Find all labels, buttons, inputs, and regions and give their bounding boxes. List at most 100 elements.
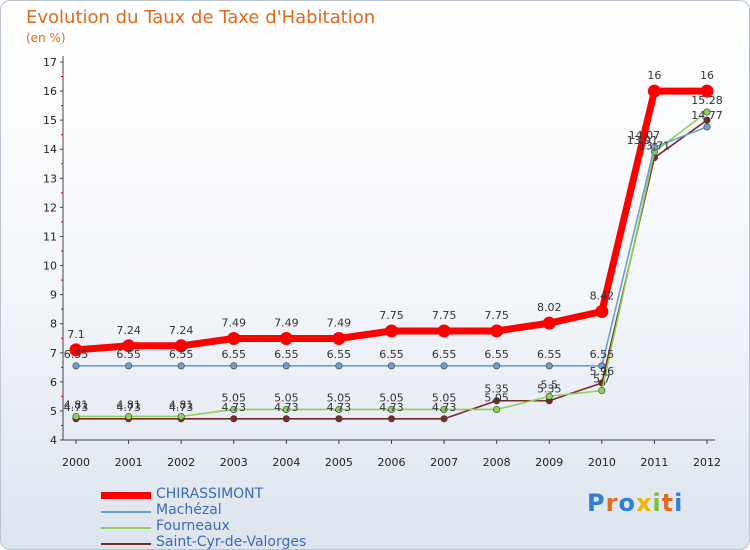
data-label: 5.05 bbox=[432, 391, 457, 404]
y-tick-label: 11 bbox=[43, 230, 57, 243]
data-label: 5.05 bbox=[379, 391, 404, 404]
y-tick-label: 16 bbox=[43, 85, 57, 98]
data-point bbox=[440, 405, 448, 413]
x-tick-label: 2005 bbox=[325, 456, 353, 469]
data-label: 4.73 bbox=[64, 401, 89, 414]
data-label: 7.49 bbox=[222, 317, 247, 330]
data-point bbox=[282, 405, 290, 413]
data-label: 6.55 bbox=[590, 348, 615, 361]
y-tick-label: 9 bbox=[50, 289, 57, 302]
data-point bbox=[440, 415, 448, 423]
data-point bbox=[703, 123, 711, 131]
x-tick-label: 2006 bbox=[378, 456, 406, 469]
y-tick-label: 6 bbox=[50, 376, 57, 389]
data-point bbox=[493, 397, 501, 405]
data-point bbox=[335, 415, 343, 423]
data-point bbox=[440, 362, 448, 370]
x-tick-label: 2002 bbox=[167, 456, 195, 469]
data-point bbox=[230, 405, 238, 413]
line-chart: 4 5 6 7 8 9 10 11 12 13 14 15 16 17 2000 2001 2002 2003 20… bbox=[43, 56, 723, 469]
logo-letter: o bbox=[618, 489, 636, 517]
chart-subtitle: (en %) bbox=[26, 31, 66, 45]
data-label: 6.55 bbox=[432, 348, 457, 361]
data-label: 5.7 bbox=[593, 373, 611, 386]
x-tick-label: 2008 bbox=[483, 456, 511, 469]
data-label: 6.55 bbox=[327, 348, 352, 361]
data-label: 4.73 bbox=[116, 401, 141, 414]
data-point bbox=[282, 415, 290, 423]
data-label: 4.73 bbox=[274, 401, 299, 414]
data-label: 15.28 bbox=[691, 94, 723, 107]
legend-swatch bbox=[101, 492, 151, 499]
data-label: 7.75 bbox=[379, 309, 404, 322]
data-label: 4.73 bbox=[222, 401, 247, 414]
data-label: 7.75 bbox=[432, 309, 457, 322]
data-label: 6.55 bbox=[169, 348, 194, 361]
data-point bbox=[227, 332, 241, 346]
logo-letter: i bbox=[674, 489, 684, 517]
data-point bbox=[703, 108, 711, 116]
data-point bbox=[493, 362, 501, 370]
y-tick-label: 4 bbox=[50, 434, 57, 447]
data-point bbox=[387, 405, 395, 413]
logo-letter: t bbox=[661, 489, 675, 517]
data-point bbox=[69, 343, 83, 357]
data-point bbox=[493, 405, 501, 413]
x-tick-label: 2000 bbox=[62, 456, 90, 469]
data-label: 4.81 bbox=[116, 398, 141, 411]
series-layer bbox=[69, 84, 714, 423]
data-label: 6.55 bbox=[64, 348, 89, 361]
data-point bbox=[598, 362, 606, 370]
y-tick-label: 15 bbox=[43, 114, 57, 127]
data-label: 6.55 bbox=[537, 348, 562, 361]
y-tick-label: 7 bbox=[50, 347, 57, 360]
data-label: 5.35 bbox=[484, 383, 509, 396]
data-label: 13.91 bbox=[627, 134, 659, 147]
data-point bbox=[650, 143, 658, 151]
data-label: 7.49 bbox=[274, 317, 299, 330]
data-label: 7.49 bbox=[327, 317, 352, 330]
data-point bbox=[387, 415, 395, 423]
data-point bbox=[125, 412, 133, 420]
data-point bbox=[177, 362, 185, 370]
data-point bbox=[177, 412, 185, 420]
legend-label: Saint-Cyr-de-Valorges bbox=[156, 534, 307, 550]
data-label: 5.05 bbox=[327, 391, 352, 404]
data-point bbox=[332, 332, 346, 346]
x-tick-label: 2011 bbox=[640, 456, 668, 469]
x-tick-label: 2007 bbox=[430, 456, 458, 469]
legend-swatch bbox=[101, 511, 151, 513]
data-label: 7.1 bbox=[67, 328, 85, 341]
data-label: 8.42 bbox=[590, 289, 615, 302]
data-point bbox=[125, 362, 133, 370]
y-tick-label: 17 bbox=[43, 56, 57, 69]
data-label: 5.05 bbox=[274, 391, 299, 404]
x-tick-label: 2001 bbox=[115, 456, 143, 469]
data-label: 13.71 bbox=[639, 140, 671, 153]
data-label: 7.24 bbox=[169, 324, 194, 337]
data-point bbox=[72, 412, 80, 420]
axes: 4 5 6 7 8 9 10 11 12 13 14 15 16 17 2000 2001 2002 2003 20… bbox=[43, 56, 721, 469]
y-tick-label: 13 bbox=[43, 172, 57, 185]
logo-letter: P bbox=[587, 489, 606, 517]
data-point bbox=[385, 324, 398, 338]
data-label: 6.55 bbox=[222, 348, 247, 361]
x-tick-label: 2003 bbox=[220, 456, 248, 469]
data-label: 14.77 bbox=[691, 109, 723, 122]
legend-swatch bbox=[101, 543, 151, 545]
legend-label: Fourneaux bbox=[156, 518, 230, 534]
logo-letter: x bbox=[635, 489, 653, 517]
proxiti-logo: Proxiti bbox=[587, 489, 683, 517]
data-point bbox=[598, 387, 606, 395]
legend-label: CHIRASSIMONT bbox=[156, 486, 264, 502]
data-label: 5.35 bbox=[537, 383, 562, 396]
data-point bbox=[174, 339, 188, 353]
data-label: 4.81 bbox=[169, 398, 194, 411]
data-point bbox=[282, 362, 290, 370]
data-point bbox=[335, 405, 343, 413]
data-point bbox=[595, 304, 609, 318]
logo-letter: i bbox=[652, 489, 662, 517]
data-point bbox=[545, 362, 553, 370]
data-point bbox=[72, 362, 80, 370]
